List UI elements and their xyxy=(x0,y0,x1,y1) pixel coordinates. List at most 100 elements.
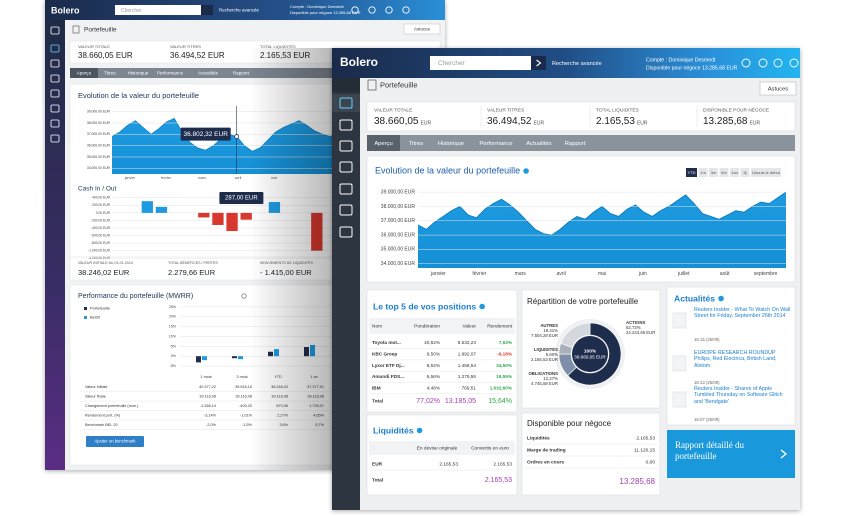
cell: 2.165,53 xyxy=(493,461,512,467)
cell: -1.266,14 xyxy=(200,404,216,408)
side-icon[interactable] xyxy=(339,204,353,216)
page-icon xyxy=(72,25,80,34)
range-btn[interactable] xyxy=(740,168,750,177)
search-btn[interactable] xyxy=(531,56,546,70)
area xyxy=(418,192,786,268)
logo: Bolero xyxy=(51,5,80,15)
search-placeholder: Chercher xyxy=(438,60,466,67)
cell: -3,14% xyxy=(204,414,217,418)
legend-percent: 62,72% xyxy=(626,325,641,330)
tab: Rapport xyxy=(565,141,586,147)
summary-value: 36.494,52 EUR xyxy=(170,51,225,60)
bar xyxy=(202,356,207,361)
page-icon xyxy=(367,79,377,91)
y-tick-label: -5% xyxy=(170,364,177,368)
range-btn[interactable] xyxy=(709,168,718,177)
cell: 5,56% xyxy=(427,374,440,379)
side-icon[interactable] xyxy=(339,140,353,152)
available: Disponible pour négoce 13.285,68 EUR xyxy=(646,65,738,71)
donut-center-label: 100% xyxy=(584,348,597,354)
tips-btn[interactable] xyxy=(759,81,797,96)
news-thumb[interactable] xyxy=(672,312,687,329)
news-thumb[interactable] xyxy=(672,391,687,408)
side-toggle xyxy=(332,78,360,92)
summary-panel xyxy=(366,101,796,132)
bar xyxy=(232,356,237,359)
tooltip: 287,00 EUR xyxy=(225,196,258,202)
side-icon[interactable] xyxy=(339,119,353,131)
cell: -2,0% xyxy=(206,423,217,427)
summary-value: 36.494,52 xyxy=(487,116,532,127)
range-btn[interactable] xyxy=(730,168,739,177)
result-label: VALEUR INITIALE AU 01-01-2014 xyxy=(78,261,133,265)
tips: Astuces xyxy=(414,27,431,32)
back-search[interactable] xyxy=(115,5,201,15)
news-panel xyxy=(666,286,796,426)
tradeable-panel xyxy=(521,412,661,496)
cell: 1.279,56 xyxy=(458,374,477,379)
range-label: 1an xyxy=(731,170,738,175)
y-tick-label: 34.000,00 EUR xyxy=(381,261,416,267)
donut-center-value: 38.660,05 EUR xyxy=(574,355,606,360)
tooltip: 36.802,32 EUR xyxy=(183,131,228,138)
top5-panel xyxy=(366,289,518,413)
news-thumb[interactable] xyxy=(672,355,687,372)
range-btn[interactable] xyxy=(686,168,697,177)
cell: 1.632,60% xyxy=(490,385,513,390)
cell: -400,02 xyxy=(239,404,252,408)
range-btn[interactable] xyxy=(698,168,708,177)
cell: Valeur finale xyxy=(85,395,106,399)
front-topbar xyxy=(332,48,800,78)
cell: Amundi FDS... xyxy=(372,374,404,379)
y-tick-label: -200,00 EUR xyxy=(91,218,111,222)
side-icon[interactable] xyxy=(339,226,353,238)
legend-label: ACTIONS xyxy=(626,320,645,325)
chart-title: Evolution de la valeur du portefeuille xyxy=(78,91,199,100)
y-tick-label: 25% xyxy=(169,305,177,309)
search[interactable] xyxy=(430,56,531,70)
tips-btn[interactable] xyxy=(403,23,441,35)
benchmark-btn[interactable] xyxy=(86,436,144,447)
report-btn[interactable] xyxy=(667,430,795,478)
news-time: 16:13 (25/09) xyxy=(694,380,720,385)
side-icon[interactable] xyxy=(339,161,353,173)
available: Disponible pour négoce 13.285,68 EUR xyxy=(290,10,361,15)
panel-title: Le top 5 de vos positions xyxy=(373,301,476,311)
tab-active xyxy=(367,135,400,151)
news-title: Reuters Insider - What To Watch On Wall … xyxy=(694,307,791,320)
back-search-btn[interactable] xyxy=(201,5,213,15)
donut-segment xyxy=(560,322,591,348)
summary-label: DISPONIBLE POUR NÉGOCE xyxy=(703,106,769,113)
y-tick-label: -800,00 EUR xyxy=(91,241,111,245)
range-label: 1m xyxy=(700,170,706,175)
side-icon[interactable] xyxy=(339,97,353,109)
tab: Rapport xyxy=(233,71,250,76)
front-sidebar xyxy=(332,78,360,510)
range-btn[interactable] xyxy=(719,168,729,177)
summary-value: 2.165,53 xyxy=(596,116,635,127)
y-tick-label: -400,00 EUR xyxy=(91,226,111,230)
legend-label: AUTRES xyxy=(540,323,558,328)
y-tick-label: -600,00 EUR xyxy=(91,233,111,237)
icon xyxy=(241,293,247,299)
legend-label: LIQUIDITÉS xyxy=(534,347,558,352)
tab: Performance xyxy=(157,71,184,76)
side-icon xyxy=(50,104,60,113)
legend-label: Portefeuille xyxy=(90,306,111,311)
summary-label: TOTAL LIQUIDITÉS xyxy=(596,106,639,113)
x-tick-label: mars xyxy=(198,176,206,180)
cell: Ordres en cours xyxy=(527,459,564,465)
column-header: Rendement xyxy=(487,323,512,329)
info-icon xyxy=(479,303,485,310)
side-icon[interactable] xyxy=(339,183,353,195)
cell: IBM xyxy=(372,385,381,390)
panel-title: Répartition de votre portefeuille xyxy=(527,297,639,306)
bar xyxy=(141,201,153,213)
chart-title: Performance du portefeuille (MWRR) xyxy=(78,293,193,300)
y-tick-label: 10% xyxy=(169,334,177,338)
range-btn[interactable] xyxy=(751,168,781,177)
y-tick-label: 39.000,00 EUR xyxy=(381,189,416,195)
column-header: Nom xyxy=(372,323,382,329)
